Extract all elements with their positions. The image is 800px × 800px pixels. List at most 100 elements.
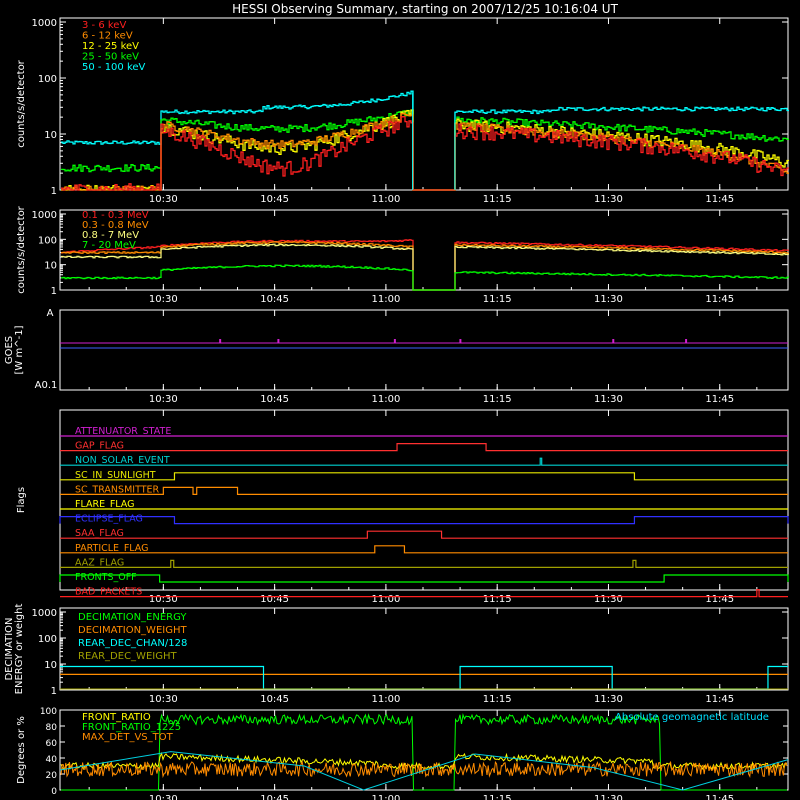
flag-line bbox=[60, 443, 788, 452]
series-line bbox=[61, 243, 789, 291]
x-tick-label: 11:45 bbox=[705, 694, 734, 705]
x-tick-label: 11:00 bbox=[371, 694, 400, 705]
y-tick-label: 100 bbox=[38, 74, 57, 85]
x-tick-label: 11:00 bbox=[371, 394, 400, 405]
legend-label: DECIMATION_ENERGY bbox=[78, 612, 187, 623]
flag-label: PARTICLE_FLAG bbox=[75, 543, 148, 554]
legend-label: FRONT_RATIO bbox=[82, 712, 151, 723]
y-tick-label: 1 bbox=[51, 286, 57, 297]
y-tick-label: 1 bbox=[51, 186, 57, 197]
flag-line bbox=[60, 530, 788, 539]
chart-annotation: Absolute geomagnetic latitude bbox=[615, 712, 769, 723]
flag-line bbox=[60, 545, 788, 554]
flag-label: SC_IN_SUNLIGHT bbox=[75, 470, 156, 481]
legend-label: 0.3 - 0.8 MeV bbox=[82, 220, 149, 231]
x-tick-label: 11:45 bbox=[705, 294, 734, 305]
x-tick-label: 11:15 bbox=[483, 694, 512, 705]
legend-label: 7 - 20 MeV bbox=[82, 240, 136, 251]
flag-line bbox=[60, 457, 788, 466]
flag-label: NON_SOLAR_EVENT bbox=[75, 455, 170, 466]
legend-label: 3 - 6 keV bbox=[82, 20, 126, 31]
legend-label: 6 - 12 keV bbox=[82, 31, 133, 42]
figure-title: HESSI Observing Summary, starting on 200… bbox=[232, 2, 618, 16]
legend-label: 0.1 - 0.3 MeV bbox=[82, 210, 149, 221]
series-line bbox=[59, 751, 789, 791]
y-tick-label: 10 bbox=[44, 660, 57, 671]
legend-label: FRONT_RATIO_1225 bbox=[82, 722, 181, 733]
x-tick-label: 10:45 bbox=[260, 594, 289, 605]
panel-frame bbox=[59, 409, 789, 591]
flag-label: GAP_FLAG bbox=[75, 441, 124, 452]
panel-goes: 10:30 10:45 11:00 11:15 11:30 11:45 GOES [W m^-… bbox=[4, 308, 789, 405]
x-tick-label: 11:30 bbox=[594, 294, 623, 305]
y-axis-label: Degrees or % bbox=[16, 716, 27, 784]
x-tick-label: 11:15 bbox=[483, 194, 512, 205]
flag-line bbox=[60, 589, 788, 598]
y-axis-label: ENERGY or weight bbox=[14, 604, 25, 695]
legend-label: MAX_DET_VS_TOT bbox=[82, 732, 174, 743]
panel-decimation: 10:30 10:45 11:00 11:15 11:30 11:45 1 10 100 1000… bbox=[4, 604, 789, 705]
x-tick-label: 11:30 bbox=[594, 594, 623, 605]
x-tick-label: 10:30 bbox=[149, 394, 178, 405]
x-tick-label: 10:30 bbox=[149, 594, 178, 605]
x-tick-label: 11:00 bbox=[371, 194, 400, 205]
y-axis-label: counts/s/detector bbox=[16, 59, 27, 147]
flag-line bbox=[60, 472, 788, 481]
legend-label: REAR_DEC_WEIGHT bbox=[78, 651, 177, 662]
y-tick-label: 1 bbox=[51, 686, 57, 697]
y-tick-label: 0 bbox=[51, 787, 57, 797]
y-tick-label: 1000 bbox=[32, 18, 57, 29]
legend-label: 12 - 25 keV bbox=[82, 41, 139, 52]
x-tick-label: 11:15 bbox=[483, 294, 512, 305]
x-tick-label: 10:45 bbox=[260, 294, 289, 305]
legend-label: 50 - 100 keV bbox=[82, 62, 146, 73]
legend-label: 25 - 50 keV bbox=[82, 52, 139, 63]
panel-frame bbox=[59, 309, 789, 391]
series-line bbox=[61, 239, 789, 291]
flag-label: FRONTS_OFF bbox=[75, 572, 137, 583]
flag-label: SC_TRANSMITTER bbox=[75, 484, 160, 495]
flag-label: AAZ_FLAG bbox=[75, 557, 124, 568]
flag-line bbox=[59, 516, 789, 525]
flag-label: BAD_PACKETS bbox=[75, 587, 142, 598]
y-tick-label: 1000 bbox=[32, 210, 57, 221]
y-tick-label: A bbox=[47, 308, 54, 319]
y-axis-label: [W m^-1] bbox=[14, 325, 25, 374]
legend-label: REAR_DEC_CHAN/128 bbox=[78, 638, 187, 649]
series-line bbox=[60, 760, 788, 779]
panel-frame bbox=[59, 17, 789, 191]
legend-label: DECIMATION_WEIGHT bbox=[78, 625, 187, 636]
flag-label: ECLIPSE_FLAG bbox=[75, 514, 143, 525]
x-tick-label: 11:00 bbox=[371, 294, 400, 305]
y-tick-label: 40 bbox=[46, 755, 58, 765]
flag-label: SAA_FLAG bbox=[75, 528, 124, 539]
series-line bbox=[61, 90, 789, 191]
flag-line bbox=[60, 559, 788, 568]
x-tick-label: 10:30 bbox=[149, 194, 178, 205]
series-line bbox=[61, 264, 789, 291]
x-tick-label: 10:30 bbox=[149, 794, 178, 800]
panel-flags: 10:30 10:45 11:00 11:15 11:30 11:45 Flags ATTEN… bbox=[16, 409, 789, 605]
y-tick-label: 1000 bbox=[32, 608, 57, 619]
y-tick-label: 100 bbox=[38, 235, 57, 246]
y-axis-label: counts/s/detector bbox=[16, 205, 27, 293]
x-tick-label: 11:15 bbox=[483, 594, 512, 605]
y-tick-label: 100 bbox=[38, 634, 57, 645]
flag-label: ATTENUATOR_STATE bbox=[75, 426, 171, 437]
x-tick-label: 11:45 bbox=[705, 394, 734, 405]
x-tick-label: 10:45 bbox=[260, 194, 289, 205]
y-axis-label: Flags bbox=[16, 487, 27, 513]
y-tick-label: 80 bbox=[46, 723, 58, 733]
x-tick-label: 11:45 bbox=[705, 194, 734, 205]
legend-label: 0.8 - 7 MeV bbox=[82, 230, 139, 241]
series-line bbox=[60, 665, 788, 690]
series-line bbox=[61, 115, 789, 191]
x-tick-label: 10:30 bbox=[149, 294, 178, 305]
y-tick-label: 20 bbox=[46, 771, 58, 781]
x-tick-label: 11:00 bbox=[371, 794, 400, 800]
series-line bbox=[61, 713, 787, 791]
x-tick-label: 11:45 bbox=[705, 794, 734, 800]
x-tick-label: 11:30 bbox=[594, 694, 623, 705]
flag-label: FLARE_FLAG bbox=[75, 499, 135, 510]
flag-line bbox=[59, 574, 789, 583]
